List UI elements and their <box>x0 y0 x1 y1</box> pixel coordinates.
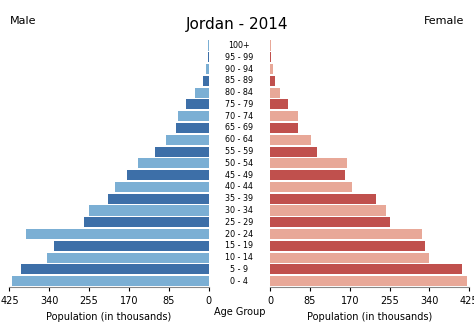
Bar <box>127 170 209 180</box>
Text: 20 - 24: 20 - 24 <box>225 230 254 239</box>
Bar <box>270 147 317 156</box>
Text: 55 - 59: 55 - 59 <box>225 147 254 156</box>
Bar <box>270 264 462 275</box>
Bar <box>208 52 209 62</box>
Bar <box>47 253 209 263</box>
Text: Female: Female <box>424 16 465 26</box>
Text: 85 - 89: 85 - 89 <box>225 76 254 85</box>
Bar <box>21 264 209 275</box>
Bar <box>270 88 281 98</box>
Text: Jordan - 2014: Jordan - 2014 <box>186 16 288 31</box>
Bar <box>270 253 429 263</box>
Text: 90 - 94: 90 - 94 <box>225 65 254 74</box>
Bar <box>270 76 275 86</box>
Text: 35 - 39: 35 - 39 <box>225 194 254 203</box>
Bar <box>270 276 467 286</box>
Bar <box>270 217 390 227</box>
Bar <box>270 194 375 204</box>
Bar <box>270 229 422 239</box>
Bar <box>270 99 288 110</box>
Bar <box>166 135 209 145</box>
Text: Age Group: Age Group <box>214 307 265 317</box>
Text: 100+: 100+ <box>228 41 250 50</box>
Bar <box>155 147 209 156</box>
Bar <box>270 241 425 251</box>
Bar <box>108 194 209 204</box>
Text: Male: Male <box>9 16 36 26</box>
Bar <box>89 206 209 215</box>
Text: 60 - 64: 60 - 64 <box>226 135 253 144</box>
Bar <box>176 123 209 133</box>
Bar <box>54 241 209 251</box>
Bar <box>270 135 311 145</box>
Text: 80 - 84: 80 - 84 <box>226 88 253 97</box>
Text: 65 - 69: 65 - 69 <box>225 123 254 132</box>
Text: 70 - 74: 70 - 74 <box>225 112 254 121</box>
Bar <box>115 182 209 192</box>
Text: 50 - 54: 50 - 54 <box>225 159 254 168</box>
Bar <box>270 182 352 192</box>
Text: 30 - 34: 30 - 34 <box>226 206 253 215</box>
Bar <box>26 229 209 239</box>
Bar <box>186 99 209 110</box>
Bar <box>270 64 273 74</box>
Text: 40 - 44: 40 - 44 <box>226 182 253 191</box>
Bar <box>270 206 386 215</box>
Bar <box>203 76 209 86</box>
Bar <box>270 111 298 121</box>
Text: 10 - 14: 10 - 14 <box>226 253 253 262</box>
Text: 5 - 9: 5 - 9 <box>230 265 248 274</box>
Text: 25 - 29: 25 - 29 <box>225 218 254 227</box>
X-axis label: Population (in thousands): Population (in thousands) <box>46 312 172 322</box>
Text: 0 - 4: 0 - 4 <box>230 277 248 286</box>
Bar <box>178 111 209 121</box>
Text: 45 - 49: 45 - 49 <box>225 171 254 180</box>
Bar <box>270 158 347 168</box>
Bar <box>138 158 209 168</box>
Bar <box>194 88 209 98</box>
X-axis label: Population (in thousands): Population (in thousands) <box>307 312 432 322</box>
Bar <box>206 64 209 74</box>
Bar <box>12 276 209 286</box>
Text: 95 - 99: 95 - 99 <box>225 53 254 62</box>
Bar <box>270 170 345 180</box>
Text: 15 - 19: 15 - 19 <box>225 241 254 250</box>
Bar <box>270 123 298 133</box>
Text: 75 - 79: 75 - 79 <box>225 100 254 109</box>
Bar <box>84 217 209 227</box>
Bar <box>270 52 271 62</box>
